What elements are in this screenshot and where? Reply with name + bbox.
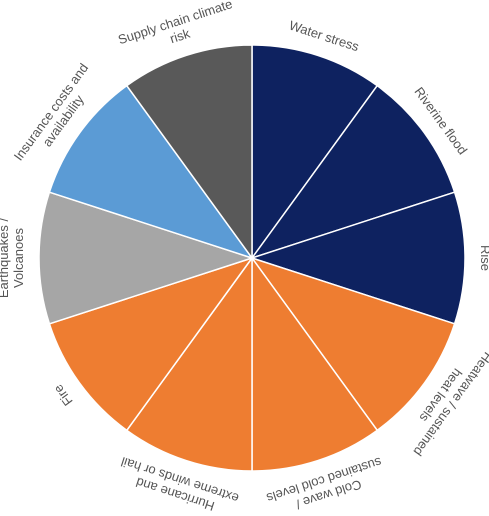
segment-2 (250, 84, 456, 260)
segments-group (38, 44, 466, 472)
segment-label-8: Earthquakes /Volcanoes (0, 218, 26, 299)
segment-label-line: Earthquakes / (0, 218, 11, 299)
segment-7 (48, 256, 254, 432)
segment-3 (249, 191, 466, 325)
segment-label-7: Fire (50, 382, 75, 409)
segment-label-line: Fire (50, 382, 75, 409)
segment-label-1: Water stress (287, 18, 361, 55)
segment-label-line: Volcanoes (11, 228, 26, 288)
segment-8 (38, 191, 255, 325)
segment-9 (48, 84, 254, 260)
segment-label-3: Coastal flood/ SeaRise (478, 205, 489, 312)
segment-label-line: risk (168, 26, 192, 47)
segment-1 (251, 44, 379, 261)
segment-label-line: Water stress (287, 18, 361, 55)
segment-5 (251, 255, 379, 472)
segment-label-line: Rise (478, 245, 489, 271)
segment-10 (125, 44, 253, 261)
segment-4 (250, 256, 456, 432)
segment-6 (125, 255, 253, 472)
